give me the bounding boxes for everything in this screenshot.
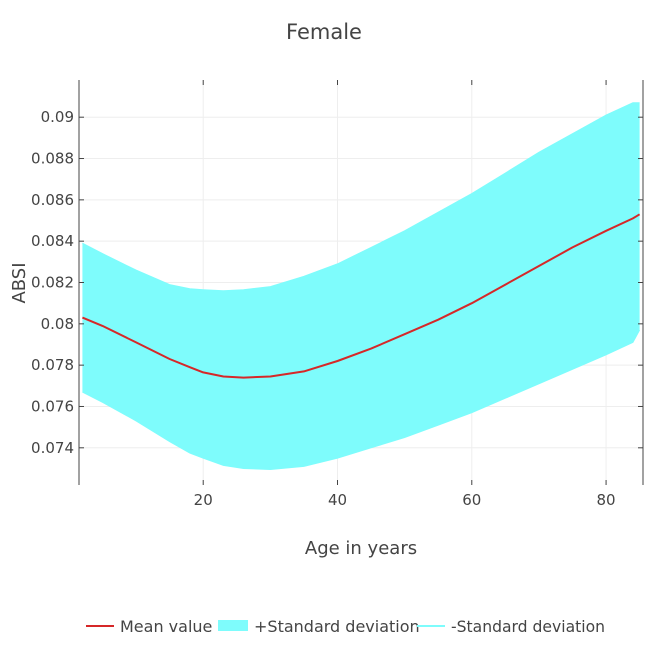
legend-item-mean[interactable]: Mean value: [86, 617, 212, 636]
legend-item-minus-sd[interactable]: -Standard deviation: [417, 617, 605, 636]
y-tick-label: 0.074: [31, 439, 74, 457]
y-tick-label: 0.078: [31, 356, 74, 374]
y-tick-label: 0.076: [31, 397, 74, 415]
legend-item-plus-sd[interactable]: +Standard deviation: [218, 617, 420, 636]
x-tick-label: 20: [194, 491, 213, 509]
minus-sd-line: [82, 329, 641, 471]
plus-sd-line: [82, 102, 640, 292]
tick-labels: 0.074 0.076 0.078 0.08 0.082 0.084 0.086 0.088 0…: [31, 108, 616, 509]
axes: [78, 80, 644, 485]
x-tick-label: 80: [597, 491, 616, 509]
standard-deviation-band: [82, 102, 641, 471]
y-tick-label: 0.08: [41, 315, 74, 333]
sd-band-area: [82, 102, 640, 470]
y-tick-label: 0.086: [31, 191, 74, 209]
y-tick-label: 0.09: [41, 108, 74, 126]
y-tick-label: 0.088: [31, 150, 74, 168]
legend-label-minus-sd: -Standard deviation: [451, 617, 605, 636]
legend: Mean value +Standard deviation -Standard…: [86, 617, 605, 636]
x-tick-label: 40: [328, 491, 347, 509]
x-axis-label: Age in years: [305, 538, 417, 559]
legend-label-mean: Mean value: [120, 617, 212, 636]
mean-line-layer: [82, 213, 641, 379]
y-tick-label: 0.084: [31, 232, 74, 250]
legend-swatch-plus-sd: [218, 620, 248, 631]
y-tick-label: 0.082: [31, 274, 74, 292]
x-tick-label: 60: [462, 491, 481, 509]
legend-label-plus-sd: +Standard deviation: [254, 617, 420, 636]
mean-value-line: [82, 213, 641, 379]
y-axis-label: ABSI: [9, 262, 30, 303]
chart-title: Female: [286, 20, 362, 44]
